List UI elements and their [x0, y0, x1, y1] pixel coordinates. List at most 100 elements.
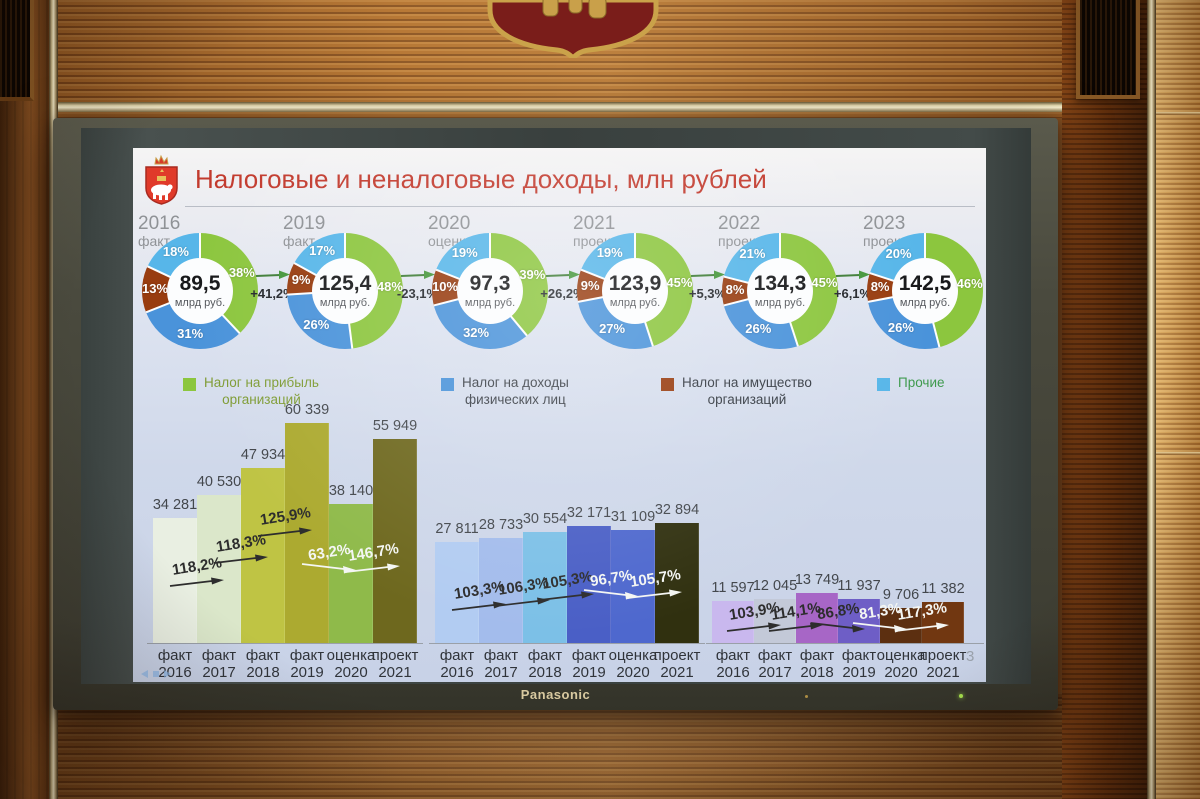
donut-percent-label: 38%	[228, 265, 255, 281]
legend-swatch	[877, 378, 890, 391]
bar	[796, 593, 838, 643]
slide-page-number: 3	[966, 648, 975, 665]
growth-arrow-icon	[810, 620, 866, 639]
donut-chart: 89,5 млрд руб. 38% 31% 13% 18%	[142, 233, 258, 349]
donut-center: 134,3 млрд руб.	[747, 258, 813, 324]
donut-center: 97,3 млрд руб.	[457, 258, 523, 324]
donut-unit-label: млрд руб.	[464, 297, 516, 309]
category-label: факт 2016	[439, 647, 475, 682]
title-divider	[185, 206, 975, 207]
legend-item: Прочие	[877, 375, 945, 392]
donut-transition: +26,2%	[527, 268, 599, 301]
growth-arrow-icon	[539, 589, 595, 608]
bar	[479, 538, 523, 643]
bar-charts: 34 281 факт 2016 40 530 факт 2017 47 934 факт 20…	[133, 148, 986, 682]
bar-value-label: 11 597	[711, 580, 755, 596]
growth-arrow-icon	[527, 268, 599, 286]
donut-year: 2021	[573, 213, 616, 234]
bar-value-label: 9 706	[882, 587, 920, 603]
bar	[523, 532, 567, 643]
donut-year-label: 2023 проект	[863, 214, 907, 249]
transition-percent: +6,1%	[833, 286, 872, 301]
bar-value-label: 27 811	[435, 521, 479, 537]
chart-legend: Налог на прибыль организаций Налог на дохо…	[133, 148, 986, 682]
legend-item: Налог на прибыль организаций	[183, 375, 319, 409]
bar-value-label: 30 554	[522, 511, 568, 527]
growth-annotation: 114,1%	[768, 599, 824, 639]
air-vent-grille-icon	[0, 0, 34, 101]
bar	[611, 530, 655, 643]
bar	[435, 542, 479, 643]
category-label: факт 2019	[289, 647, 325, 682]
transition-percent: +26,2%	[540, 286, 585, 301]
donut-percent-label: 10%	[432, 279, 459, 295]
category-label: факт 2019	[571, 647, 607, 682]
donut-stage: факт	[283, 232, 315, 249]
square-icon	[153, 671, 159, 677]
category-label: факт 2017	[757, 647, 793, 682]
donut-unit-label: млрд руб.	[174, 297, 226, 309]
growth-annotation: 118,2%	[169, 554, 225, 594]
legend-swatch	[661, 378, 674, 391]
donut-unit-label: млрд руб.	[319, 297, 371, 309]
growth-arrow-icon	[672, 268, 744, 286]
donut-center: 125,4 млрд руб.	[312, 258, 378, 324]
donut-transition: +5,3%	[672, 268, 744, 301]
bar-value-label: 34 281	[152, 497, 198, 513]
donut-chart: 142,5 млрд руб. 46% 26% 8% 20%	[867, 233, 983, 349]
growth-arrow-icon	[768, 620, 824, 639]
donut-unit-label: млрд руб.	[609, 297, 661, 309]
growth-annotation: 105,3%	[539, 568, 595, 608]
donut-percent-label: 21%	[739, 246, 766, 262]
legend-swatch	[183, 378, 196, 391]
growth-annotation: 117,3%	[894, 599, 950, 639]
donut-year-label: 2019 факт	[283, 214, 325, 249]
donut-year: 2023	[863, 213, 906, 234]
bar-value-label: 28 733	[478, 517, 524, 533]
donut-total-value: 97,3	[469, 272, 511, 295]
bar-value-label: 38 140	[328, 483, 374, 499]
growth-arrow-icon	[257, 525, 313, 544]
legend-label: Налог на имущество организаций	[682, 375, 812, 407]
bar	[285, 423, 329, 643]
donut-percent-label: 20%	[885, 245, 912, 261]
category-label: факт 2017	[483, 647, 519, 682]
donut-unit-label: млрд руб.	[899, 297, 951, 309]
donut-chart: 134,3 млрд руб. 45% 26% 8% 21%	[722, 233, 838, 349]
bar-value-label: 32 171	[566, 505, 612, 521]
donut-year: 2020	[428, 213, 471, 234]
tv-display: Налоговые и неналоговые доходы, млн рубл…	[53, 118, 1058, 710]
bar	[153, 518, 197, 643]
bar	[712, 601, 754, 643]
category-label: факт 2018	[245, 647, 281, 682]
growth-arrow-icon	[627, 587, 683, 606]
donut-percent-label: 45%	[666, 274, 693, 290]
donut-year: 2022	[718, 213, 761, 234]
category-label: оценка 2020	[876, 647, 926, 682]
donut-stage: факт	[138, 232, 170, 249]
donut-percent-label: 26%	[745, 321, 772, 337]
donut-total-value: 89,5	[179, 272, 221, 295]
panasonic-logo: Panasonic	[520, 687, 591, 702]
slide-title: Налоговые и неналоговые доходы, млн рубл…	[195, 164, 767, 194]
donut-center: 142,5 млрд руб.	[892, 258, 958, 324]
category-label: факт 2018	[799, 647, 835, 682]
donut-center: 89,5 млрд руб.	[167, 258, 233, 324]
donut-year: 2019	[283, 213, 326, 234]
wall-panel-right	[1062, 0, 1147, 799]
donut-percent-label: 9%	[580, 277, 600, 293]
bar	[922, 602, 964, 643]
transition-percent: -23,1%	[396, 286, 439, 301]
bar	[655, 523, 699, 643]
growth-arrow-icon	[817, 268, 889, 286]
bar-value-label: 13 749	[794, 572, 840, 588]
growth-annotation: 146,7%	[345, 540, 401, 580]
donut-percent-label: 32%	[463, 324, 490, 340]
donut-transition: +6,1%	[817, 268, 889, 301]
legend-label: Прочие	[898, 375, 945, 390]
legend-item: Налог на имущество организаций	[661, 375, 812, 409]
donut-percent-label: 39%	[519, 266, 546, 282]
legend-swatch	[441, 378, 454, 391]
growth-arrow-icon	[726, 620, 782, 639]
